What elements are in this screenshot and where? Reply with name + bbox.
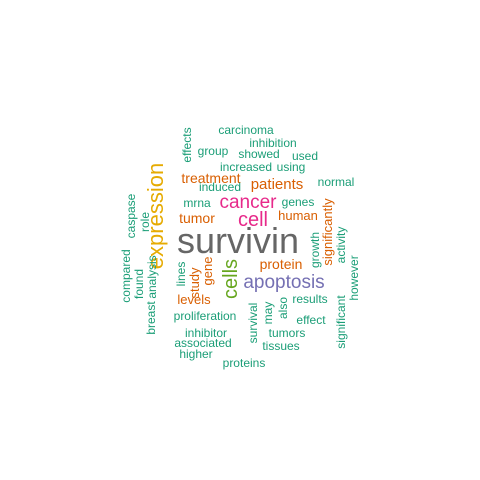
word-inhibitor: inhibitor: [185, 326, 227, 340]
word-patients: patients: [251, 176, 304, 193]
word-may: may: [261, 302, 275, 325]
word-list: survivin expression cells cell cancer ap…: [119, 123, 361, 370]
word-study: study: [187, 267, 202, 299]
word-tissues: tissues: [262, 339, 299, 353]
word-carcinoma: carcinoma: [218, 123, 274, 137]
word-higher: higher: [179, 347, 212, 361]
word-significantly: significantly: [320, 198, 335, 266]
word-proteins: proteins: [223, 356, 266, 370]
word-induced: induced: [199, 180, 241, 194]
word-increased: increased: [220, 160, 272, 174]
word-levels: levels: [177, 292, 211, 307]
word-survival: survival: [246, 303, 260, 344]
word-showed: showed: [238, 147, 279, 161]
word-cells: cells: [220, 259, 242, 299]
word-found: found: [132, 269, 146, 299]
word-survivin: survivin: [177, 220, 299, 261]
word-lines: lines: [174, 262, 188, 287]
word-human: human: [278, 208, 318, 223]
word-compared: compared: [119, 249, 133, 302]
word-genes: genes: [282, 195, 315, 209]
word-normal: normal: [318, 175, 355, 189]
word-growth: growth: [308, 232, 322, 268]
word-gene: gene: [200, 257, 215, 286]
word-breast: breast: [144, 301, 158, 335]
word-analysis: analysis: [145, 255, 159, 298]
word-significant: significant: [334, 295, 348, 349]
word-however: however: [347, 255, 361, 300]
word-effects: effects: [180, 127, 194, 162]
word-used: used: [292, 149, 318, 163]
word-tumors: tumors: [269, 326, 306, 340]
word-activity: activity: [334, 227, 348, 264]
word-proliferation: proliferation: [174, 309, 237, 323]
word-using: using: [277, 160, 306, 174]
word-treatment: treatment: [181, 170, 240, 186]
word-associated: associated: [174, 336, 231, 350]
word-also: also: [276, 297, 290, 319]
word-results: results: [292, 292, 327, 306]
word-caspase: caspase: [124, 193, 138, 238]
word-mrna: mrna: [183, 196, 211, 210]
word-tumor: tumor: [179, 210, 215, 226]
word-expression: expression: [143, 163, 168, 269]
word-effect: effect: [296, 313, 326, 327]
word-cell: cell: [238, 209, 268, 231]
word-protein: protein: [260, 256, 303, 272]
word-cancer: cancer: [219, 192, 277, 213]
word-group: group: [198, 144, 229, 158]
word-inhibition: inhibition: [249, 136, 296, 150]
word-role: role: [138, 212, 152, 232]
word-apoptosis: apoptosis: [243, 272, 324, 293]
